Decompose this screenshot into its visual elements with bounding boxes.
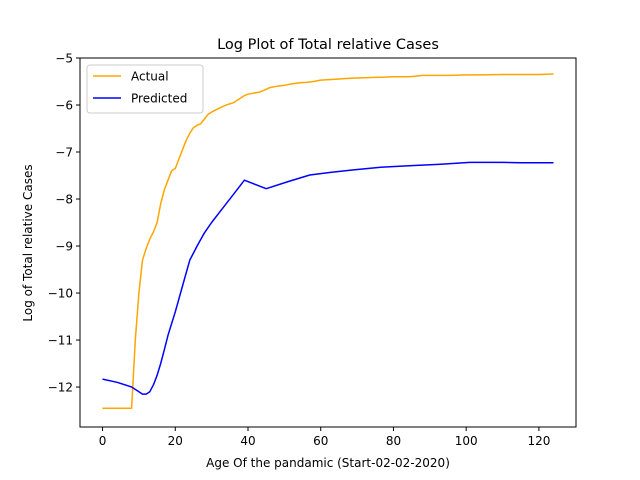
y-axis-label: Log of Total relative Cases <box>21 164 35 321</box>
x-tick-label: 0 <box>99 434 107 448</box>
series-layer <box>102 73 554 409</box>
y-tick-label: −12 <box>48 381 73 395</box>
y-tick-label: −7 <box>55 146 73 160</box>
legend-box <box>86 64 204 114</box>
y-tick-label: −8 <box>55 193 73 207</box>
x-tick-label: 80 <box>386 434 401 448</box>
x-axis: 0 20 40 60 80 100 120 <box>99 427 550 448</box>
y-tick-label: −6 <box>55 99 73 113</box>
x-tick-label: 100 <box>455 434 478 448</box>
x-tick-label: 60 <box>313 434 328 448</box>
plot-frame <box>79 57 577 428</box>
x-axis-label: Age Of the pandamic (Start-02-02-2020) <box>206 456 450 470</box>
y-tick-label: −10 <box>48 287 73 301</box>
x-tick-label: 40 <box>240 434 255 448</box>
legend-label-predicted: Predicted <box>131 92 187 106</box>
chart-title: Log Plot of Total relative Cases <box>217 37 439 53</box>
y-tick-label: −9 <box>55 240 73 254</box>
series-line-actual <box>102 73 554 409</box>
y-tick-label: −5 <box>55 52 73 66</box>
series-line-predicted <box>102 161 554 395</box>
x-tick-label: 120 <box>527 434 550 448</box>
legend-label-actual: Actual <box>131 70 169 84</box>
x-tick-label: 20 <box>168 434 183 448</box>
y-tick-label: −11 <box>48 334 73 348</box>
y-axis: −12 −11 −10 −9 −8 −7 −6 −5 <box>48 52 80 395</box>
legend: Actual Predicted <box>86 64 204 114</box>
